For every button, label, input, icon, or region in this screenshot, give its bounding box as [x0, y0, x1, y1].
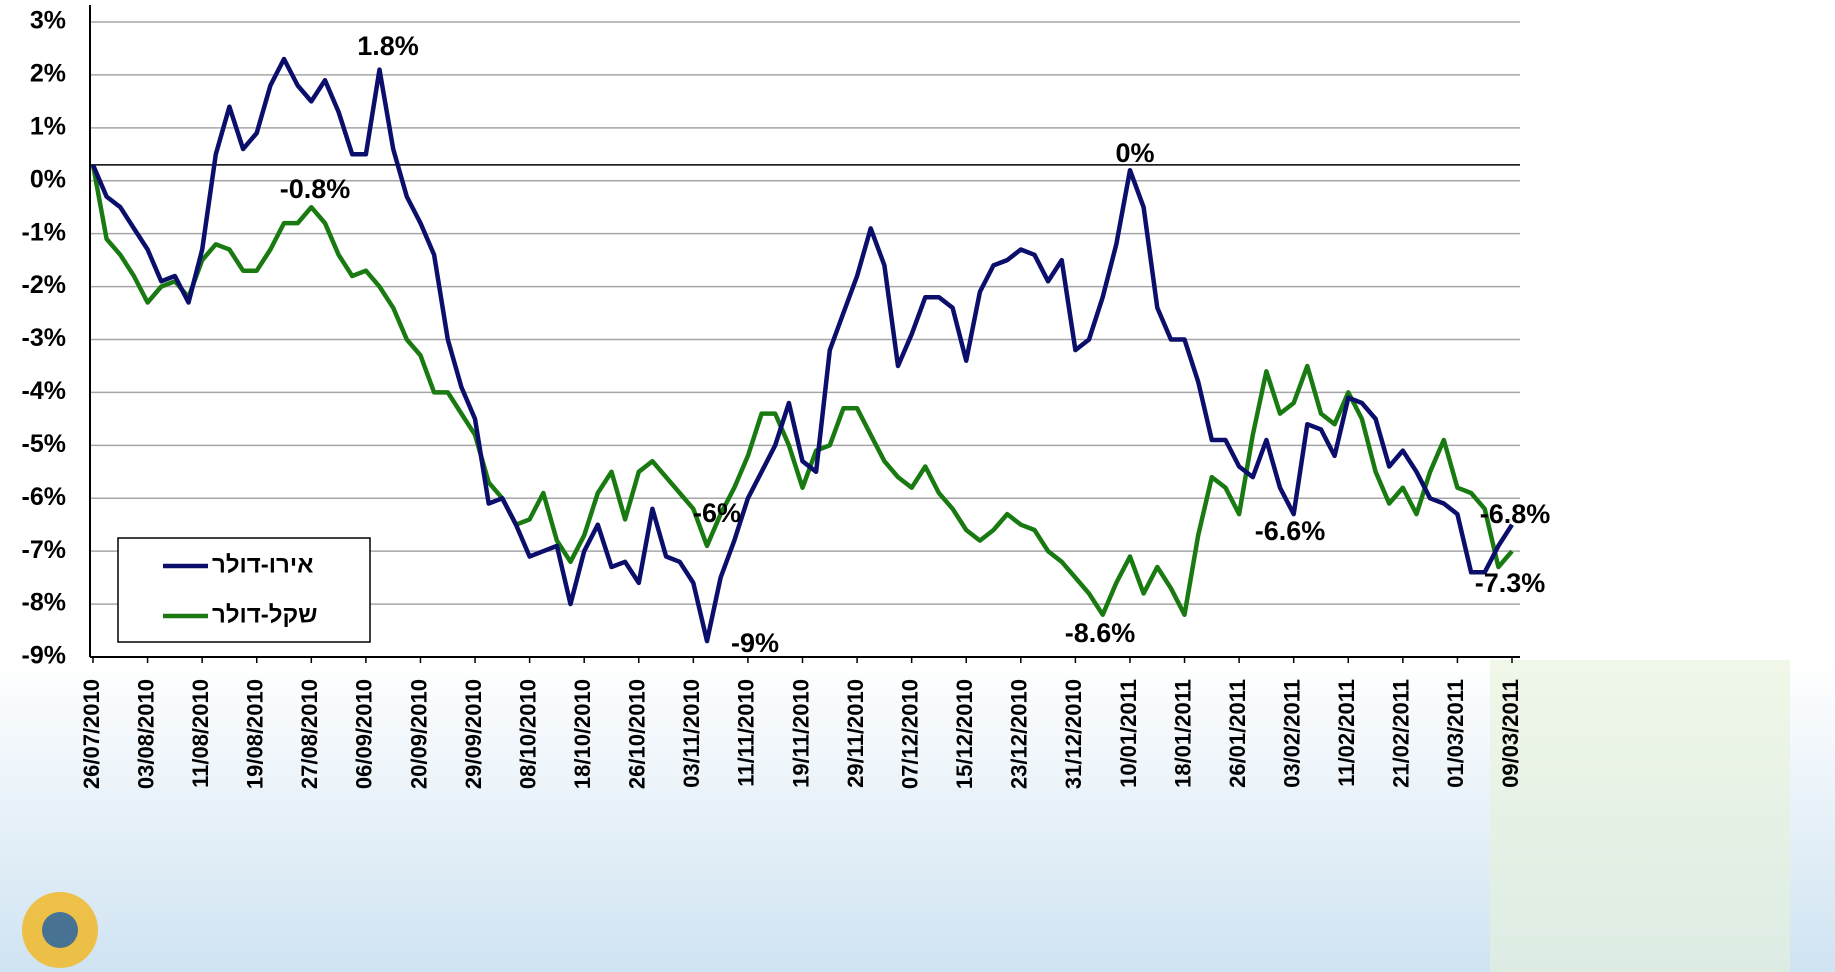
- x-tick-label: 31/12/2010: [1061, 679, 1086, 789]
- x-tick-label: 10/01/2011: [1116, 679, 1141, 788]
- y-tick-label: 0%: [30, 165, 66, 193]
- x-tick-label: 09/03/2011: [1498, 679, 1523, 788]
- x-tick-label: 03/02/2011: [1280, 679, 1305, 788]
- x-tick-label: 21/02/2011: [1389, 679, 1414, 788]
- y-tick-label: -3%: [22, 324, 66, 352]
- x-tick-label: 01/03/2011: [1443, 679, 1468, 788]
- legend-label: שקל-דולר: [212, 601, 318, 628]
- legend: אירו-דולר שקל-דולר: [117, 537, 371, 643]
- x-tick-label: 18/10/2010: [570, 679, 595, 789]
- annotation: -8.6%: [1065, 618, 1136, 648]
- x-tick-label: 18/01/2011: [1170, 679, 1195, 788]
- x-tick-label: 03/08/2010: [133, 679, 158, 789]
- x-tick-label: 11/08/2010: [188, 679, 213, 788]
- background-band: [1490, 660, 1790, 972]
- y-tick-label: 2%: [30, 60, 66, 88]
- x-tick-label: 29/11/2010: [843, 679, 868, 788]
- y-tick-label: -8%: [22, 589, 66, 617]
- x-tick-label: 26/07/2010: [79, 679, 104, 789]
- x-tick-label: 08/10/2010: [515, 679, 540, 789]
- series-line: [90, 56, 1514, 644]
- x-tick-label: 11/11/2010: [734, 679, 759, 787]
- y-tick-label: -7%: [22, 536, 66, 564]
- y-tick-label: -4%: [22, 377, 66, 405]
- y-tick-label: -1%: [22, 218, 66, 246]
- logo: [42, 912, 78, 948]
- y-tick-label: 3%: [30, 7, 66, 35]
- y-tick-label: -5%: [22, 430, 66, 458]
- annotation: -6%: [693, 498, 741, 528]
- series-line: [90, 164, 1514, 617]
- annotation: -6.8%: [1480, 499, 1551, 529]
- x-tick-label: 29/09/2010: [461, 679, 486, 789]
- x-tick-label: 26/10/2010: [625, 679, 650, 789]
- y-tick-label: 1%: [30, 112, 66, 140]
- x-tick-label: 19/08/2010: [243, 679, 268, 789]
- x-tick-label: 07/12/2010: [897, 679, 922, 789]
- x-tick-label: 20/09/2010: [406, 679, 431, 789]
- x-tick-label: 19/11/2010: [788, 679, 813, 788]
- annotation: 1.8%: [357, 31, 419, 61]
- x-tick-label: 11/02/2011: [1334, 679, 1359, 787]
- legend-label: אירו-דולר: [212, 551, 313, 578]
- x-tick-label: 06/09/2010: [352, 679, 377, 789]
- annotation: -9%: [731, 628, 779, 658]
- x-tick-label: 03/11/2010: [679, 679, 704, 788]
- legend-box: [117, 537, 371, 643]
- y-tick-label: -6%: [22, 483, 66, 511]
- x-tick-label: 23/12/2010: [1007, 679, 1032, 789]
- x-tick-label: 26/01/2011: [1225, 679, 1250, 788]
- annotation: -0.8%: [280, 174, 351, 204]
- annotation: 0%: [1115, 138, 1154, 168]
- x-tick-label: 15/12/2010: [952, 679, 977, 789]
- annotation: -6.6%: [1255, 516, 1326, 546]
- x-tick-label: 27/08/2010: [297, 679, 322, 789]
- y-tick-label: -9%: [22, 642, 66, 670]
- y-tick-label: -2%: [22, 271, 66, 299]
- annotation: -7.3%: [1475, 568, 1546, 598]
